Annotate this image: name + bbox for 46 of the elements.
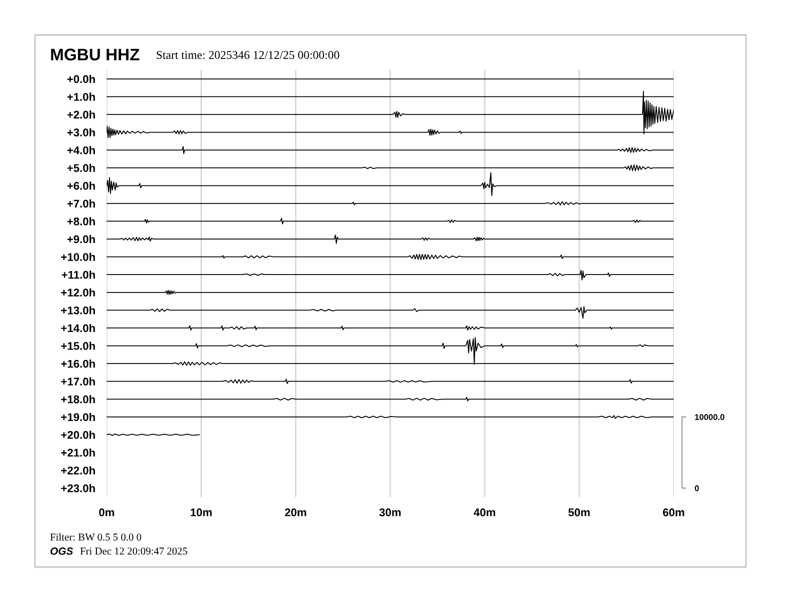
text: OGS xyxy=(50,547,74,555)
line-series xyxy=(106,164,674,172)
y-tick-label: +6.0h xyxy=(67,182,95,190)
line-series xyxy=(106,172,674,196)
x-tick-label: 20m xyxy=(284,508,306,516)
x-tick-label: 0m xyxy=(99,508,114,516)
y-tick-label: +18.0h xyxy=(61,395,95,404)
chart-subtitle: Start time: 2025346 12/12/25 00:00:00 xyxy=(156,50,340,60)
y-tick-label: +20.0h xyxy=(61,430,95,439)
y-tick-label: +9.0h xyxy=(67,234,95,244)
y-tick-label: +4.0h xyxy=(67,146,95,154)
y-tick-label: +17.0h xyxy=(61,377,95,386)
y-tick-label: +14.0h xyxy=(61,324,95,332)
y-tick-label: +23.0h xyxy=(61,484,95,492)
x-tick-label: 50m xyxy=(568,508,590,516)
y-tick-label: +3.0h xyxy=(67,128,95,136)
y-tick-label: +10.0h xyxy=(61,252,95,261)
x-tick-label: 10m xyxy=(190,508,212,516)
y-tick-label: +13.0h xyxy=(61,306,95,314)
line-series xyxy=(106,146,674,154)
line-series xyxy=(106,306,674,319)
line-series xyxy=(106,234,674,244)
line-series xyxy=(106,90,674,135)
y2-tick-label: 0 xyxy=(694,485,699,492)
y-tick-label: +19.0h xyxy=(61,412,95,422)
x-tick-label: 60m xyxy=(662,508,684,516)
y-tick-label: +7.0h xyxy=(67,199,95,208)
line-series xyxy=(106,336,674,365)
y-tick-label: +15.0h xyxy=(61,342,95,350)
y-tick-label: +8.0h xyxy=(67,217,95,226)
y-tick-label: +16.0h xyxy=(61,360,95,368)
line-series xyxy=(106,270,674,280)
y-tick-label: +12.0h xyxy=(61,288,95,297)
y-tick-label: +11.0h xyxy=(62,270,95,279)
chart-title: MGBU HHZ xyxy=(51,48,140,60)
x-tick-label: 30m xyxy=(379,508,401,516)
text: Filter: BW 0.5 5 0.0 0 xyxy=(50,533,142,541)
y-tick-label: +2.0h xyxy=(67,110,95,119)
x-tick-label: 40m xyxy=(474,508,496,516)
y-tick-label: +21.0h xyxy=(61,448,95,457)
text: Fri Dec 12 20:09:47 2025 xyxy=(80,548,188,555)
y-tick-label: +1.0h xyxy=(67,92,95,101)
y-tick-label: +0.0h xyxy=(67,74,95,84)
y2-tick-label: 10000.0 xyxy=(695,414,724,420)
y-tick-label: +22.0h xyxy=(61,466,95,474)
y-tick-label: +5.0h xyxy=(67,164,95,172)
